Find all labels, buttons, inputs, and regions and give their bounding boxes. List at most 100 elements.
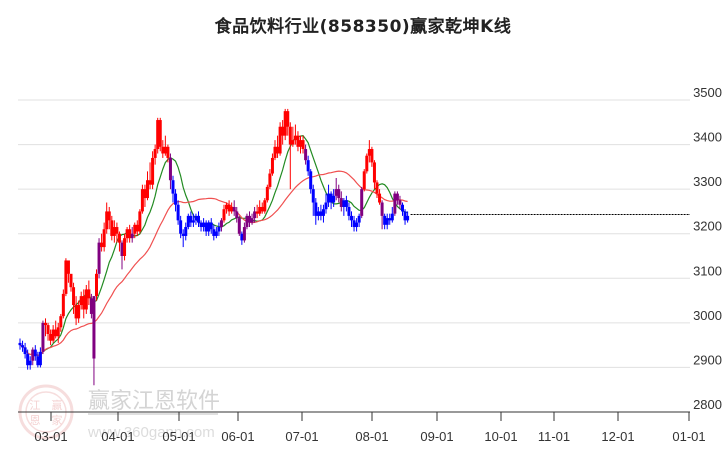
candle bbox=[133, 224, 137, 234]
x-tick-label: 05-01 bbox=[162, 429, 195, 444]
candle bbox=[135, 224, 139, 232]
candle bbox=[18, 342, 22, 346]
ma-long-line bbox=[19, 170, 408, 357]
candle bbox=[64, 260, 68, 294]
candle bbox=[321, 209, 325, 216]
watermark: 江 赢 恩 家 赢家江恩软件 www.360gann.com bbox=[18, 384, 220, 441]
candle bbox=[158, 120, 162, 147]
candle bbox=[268, 173, 272, 187]
candle bbox=[355, 222, 359, 228]
candle bbox=[176, 204, 180, 221]
candle bbox=[95, 273, 98, 297]
axes: 2800 2900 3000 3100 3200 3300 3400 3500 03-01 04-… bbox=[18, 85, 722, 444]
candle bbox=[253, 211, 257, 219]
candle bbox=[347, 206, 351, 216]
y-tick-label: 3400 bbox=[693, 130, 722, 145]
svg-text:赢: 赢 bbox=[52, 398, 63, 412]
y-tick-label: 2900 bbox=[693, 352, 722, 367]
candle bbox=[370, 149, 374, 163]
candle bbox=[248, 215, 251, 223]
y-tick-label: 3300 bbox=[693, 174, 722, 189]
candle bbox=[395, 193, 399, 201]
candle bbox=[319, 211, 323, 216]
candle bbox=[334, 189, 338, 196]
candle bbox=[375, 182, 379, 194]
candle bbox=[54, 329, 58, 337]
candle bbox=[197, 215, 200, 223]
candle bbox=[174, 193, 178, 205]
y-tick-label: 3200 bbox=[693, 219, 722, 234]
candle bbox=[125, 229, 129, 239]
candle bbox=[194, 215, 198, 221]
candle bbox=[21, 345, 25, 348]
x-tick-label: 06-01 bbox=[221, 429, 254, 444]
candle bbox=[77, 305, 81, 319]
candle bbox=[74, 305, 78, 319]
candle bbox=[265, 186, 269, 201]
candle bbox=[140, 189, 144, 212]
candle bbox=[388, 218, 392, 221]
candle bbox=[120, 242, 124, 256]
candle bbox=[314, 202, 318, 216]
candle bbox=[367, 149, 371, 156]
candle bbox=[291, 140, 295, 145]
x-tick-label: 12-01 bbox=[601, 429, 634, 444]
candle bbox=[204, 222, 208, 232]
candle bbox=[128, 229, 132, 239]
candle bbox=[401, 204, 404, 212]
candle bbox=[311, 189, 315, 203]
candle bbox=[258, 206, 262, 214]
watermark-brand: 赢家江恩软件 bbox=[88, 389, 220, 414]
x-tick-label: 09-01 bbox=[420, 429, 453, 444]
watermark-url: www.360gann.com bbox=[87, 424, 215, 441]
candle bbox=[263, 200, 267, 212]
candle bbox=[380, 202, 384, 216]
candle bbox=[92, 296, 96, 359]
candle bbox=[161, 146, 165, 154]
candle bbox=[293, 135, 297, 141]
candle bbox=[222, 209, 226, 221]
candle bbox=[26, 354, 30, 366]
candle bbox=[337, 189, 341, 199]
x-tick-label: 11-01 bbox=[538, 429, 570, 444]
x-tick-label: 04-01 bbox=[101, 429, 134, 444]
candle bbox=[309, 171, 313, 190]
candle bbox=[59, 316, 63, 328]
candle bbox=[390, 213, 394, 221]
candle bbox=[69, 273, 73, 288]
candle bbox=[250, 218, 254, 223]
candle bbox=[49, 334, 53, 341]
candle bbox=[46, 325, 50, 334]
candle bbox=[406, 215, 410, 221]
candle bbox=[304, 149, 308, 161]
candle bbox=[281, 126, 285, 136]
candle bbox=[245, 215, 249, 228]
candle bbox=[44, 322, 47, 326]
candle bbox=[117, 233, 121, 243]
candle bbox=[329, 193, 333, 203]
candle bbox=[339, 198, 343, 207]
candle bbox=[316, 211, 320, 216]
y-tick-label: 3000 bbox=[693, 308, 722, 323]
candle bbox=[276, 146, 280, 154]
candle bbox=[235, 211, 239, 219]
candle bbox=[378, 193, 382, 203]
svg-text:江: 江 bbox=[30, 399, 41, 412]
candle bbox=[105, 211, 109, 230]
chart-title: 食品饮料行业(858350)赢家乾坤K线 bbox=[214, 17, 512, 37]
candle bbox=[403, 211, 407, 221]
y-tick-label: 3500 bbox=[693, 85, 722, 100]
candle bbox=[146, 180, 149, 199]
y-tick-label: 2800 bbox=[693, 397, 722, 412]
candle bbox=[260, 206, 264, 212]
candle bbox=[227, 204, 231, 212]
candle bbox=[214, 231, 218, 236]
candle bbox=[273, 146, 277, 158]
candle bbox=[332, 195, 336, 203]
candle bbox=[23, 347, 27, 355]
candle bbox=[38, 351, 42, 366]
candle bbox=[357, 215, 361, 223]
candle bbox=[230, 206, 234, 212]
candle bbox=[156, 120, 160, 150]
candle bbox=[33, 349, 37, 357]
